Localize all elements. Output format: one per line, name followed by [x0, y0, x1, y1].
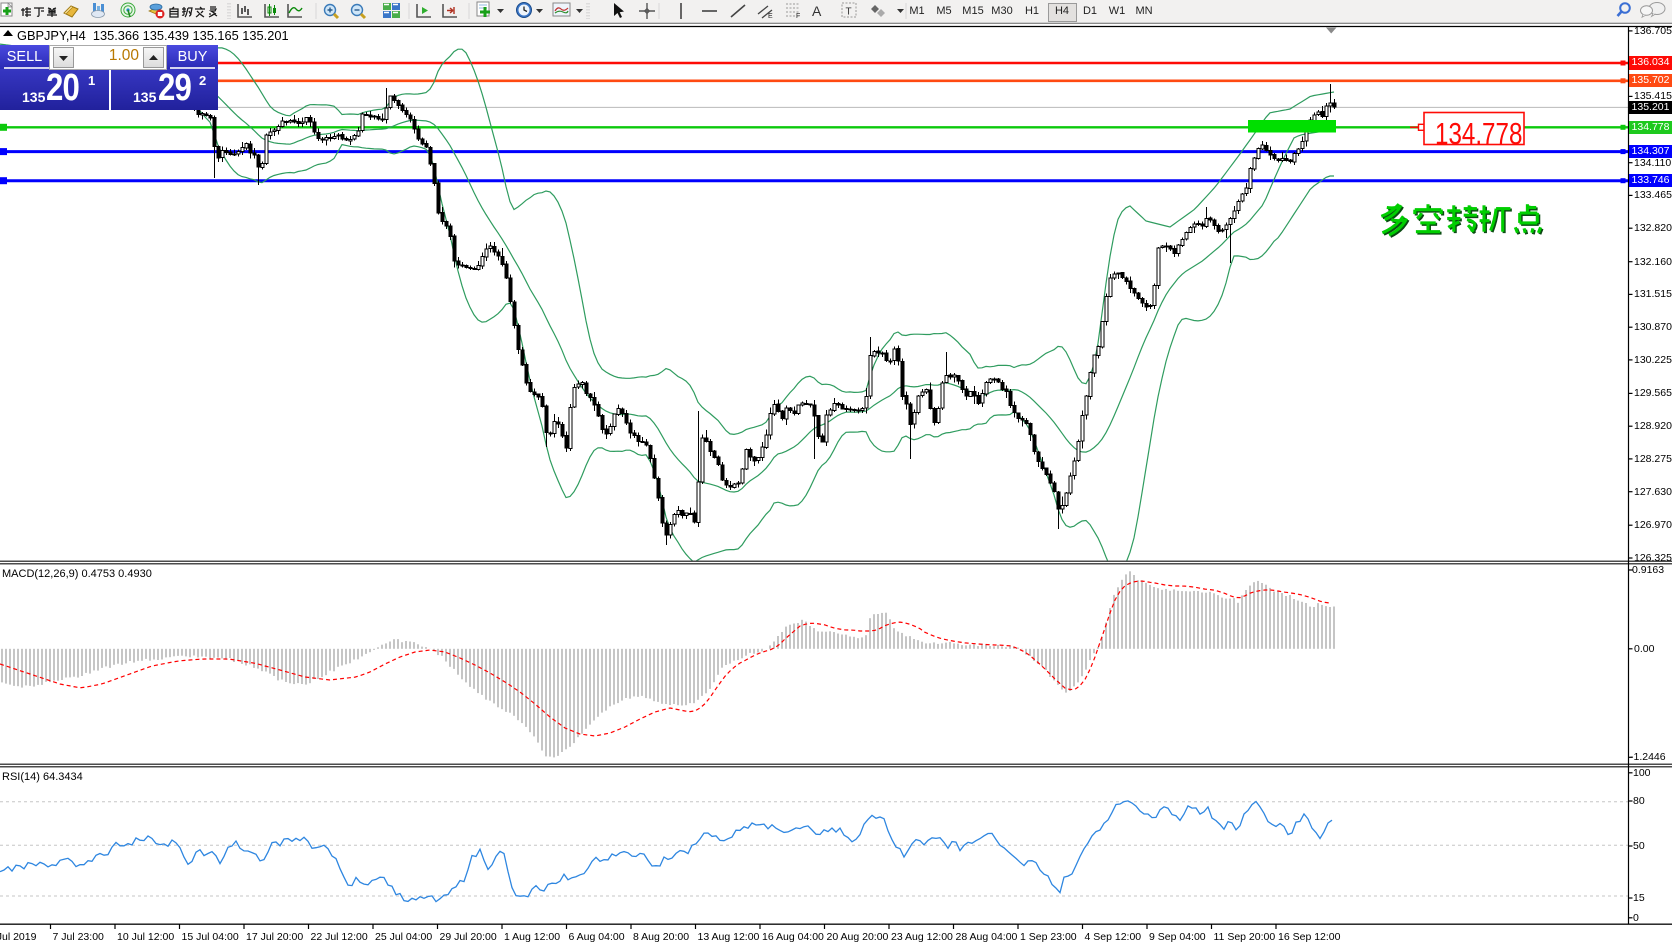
svg-text:F: F: [796, 13, 800, 20]
svg-text:A: A: [812, 3, 822, 19]
svg-text:T: T: [846, 7, 852, 18]
svg-text:E: E: [768, 13, 773, 20]
